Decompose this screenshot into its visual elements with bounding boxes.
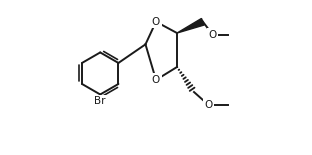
Text: O: O	[204, 100, 213, 110]
Text: Br: Br	[94, 96, 105, 106]
Text: O: O	[152, 75, 160, 85]
Text: O: O	[152, 17, 160, 27]
Polygon shape	[177, 18, 204, 33]
Text: O: O	[208, 30, 217, 40]
